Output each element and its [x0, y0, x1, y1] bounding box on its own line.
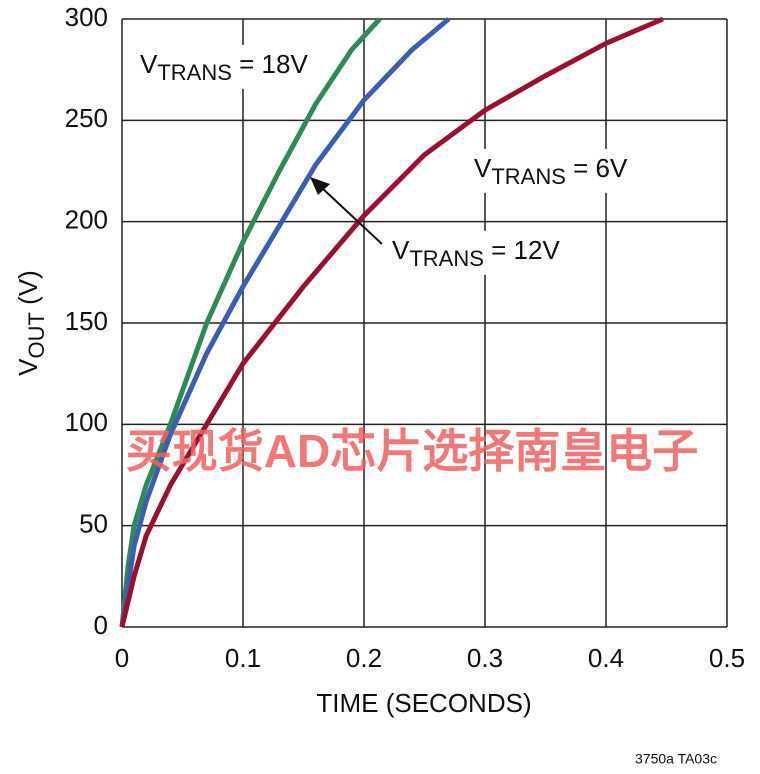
y-axis-label-sub: OUT: [24, 312, 49, 358]
y-axis-label: VOUT (V): [13, 270, 49, 376]
series-line: [119, 17, 382, 628]
y-tick-label: 0: [94, 610, 108, 640]
x-tick-label: 0.3: [467, 643, 503, 673]
series-label-rest: = 6V: [566, 153, 628, 183]
series-label-sub: TRANS: [157, 60, 232, 85]
y-tick-label: 50: [79, 509, 108, 539]
series-label-rest: = 18V: [232, 49, 309, 79]
y-tick-label: 250: [65, 103, 108, 133]
y-tick-label: 150: [65, 306, 108, 336]
y-tick-label: 200: [65, 205, 108, 235]
series-label-main: V: [140, 49, 158, 79]
x-tick-label: 0.1: [225, 643, 261, 673]
label-background: [132, 44, 317, 89]
watermark: 买现货AD芯片选择南皇电子: [126, 425, 698, 477]
annotation-arrow: [321, 187, 383, 245]
label-background: [466, 148, 636, 193]
x-axis-label: TIME (SECONDS): [316, 688, 531, 718]
series-label-sub: TRANS: [409, 246, 484, 271]
y-tick-label: 100: [65, 407, 108, 437]
series-label-main: V: [392, 235, 410, 265]
x-tick-label: 0: [115, 643, 129, 673]
series-line: [119, 17, 451, 628]
series-label: VTRANS = 18V: [140, 49, 308, 85]
y-tick-label: 300: [65, 2, 108, 32]
y-axis-label-main: V: [13, 358, 43, 376]
x-tick-label: 0.5: [709, 643, 745, 673]
series-label: VTRANS = 12V: [392, 235, 560, 271]
label-background: [384, 230, 569, 275]
y-axis-label-rest: (V): [13, 270, 43, 312]
series-label: VTRANS = 6V: [474, 153, 628, 189]
series-line: [119, 16, 664, 628]
arrow-head: [310, 177, 330, 195]
x-tick-label: 0.4: [588, 643, 624, 673]
footnote: 3750a TA03c: [635, 751, 717, 767]
series-label-sub: TRANS: [491, 164, 566, 189]
series-label-main: V: [474, 153, 492, 183]
x-tick-label: 0.2: [346, 643, 382, 673]
series-label-rest: = 12V: [484, 235, 561, 265]
